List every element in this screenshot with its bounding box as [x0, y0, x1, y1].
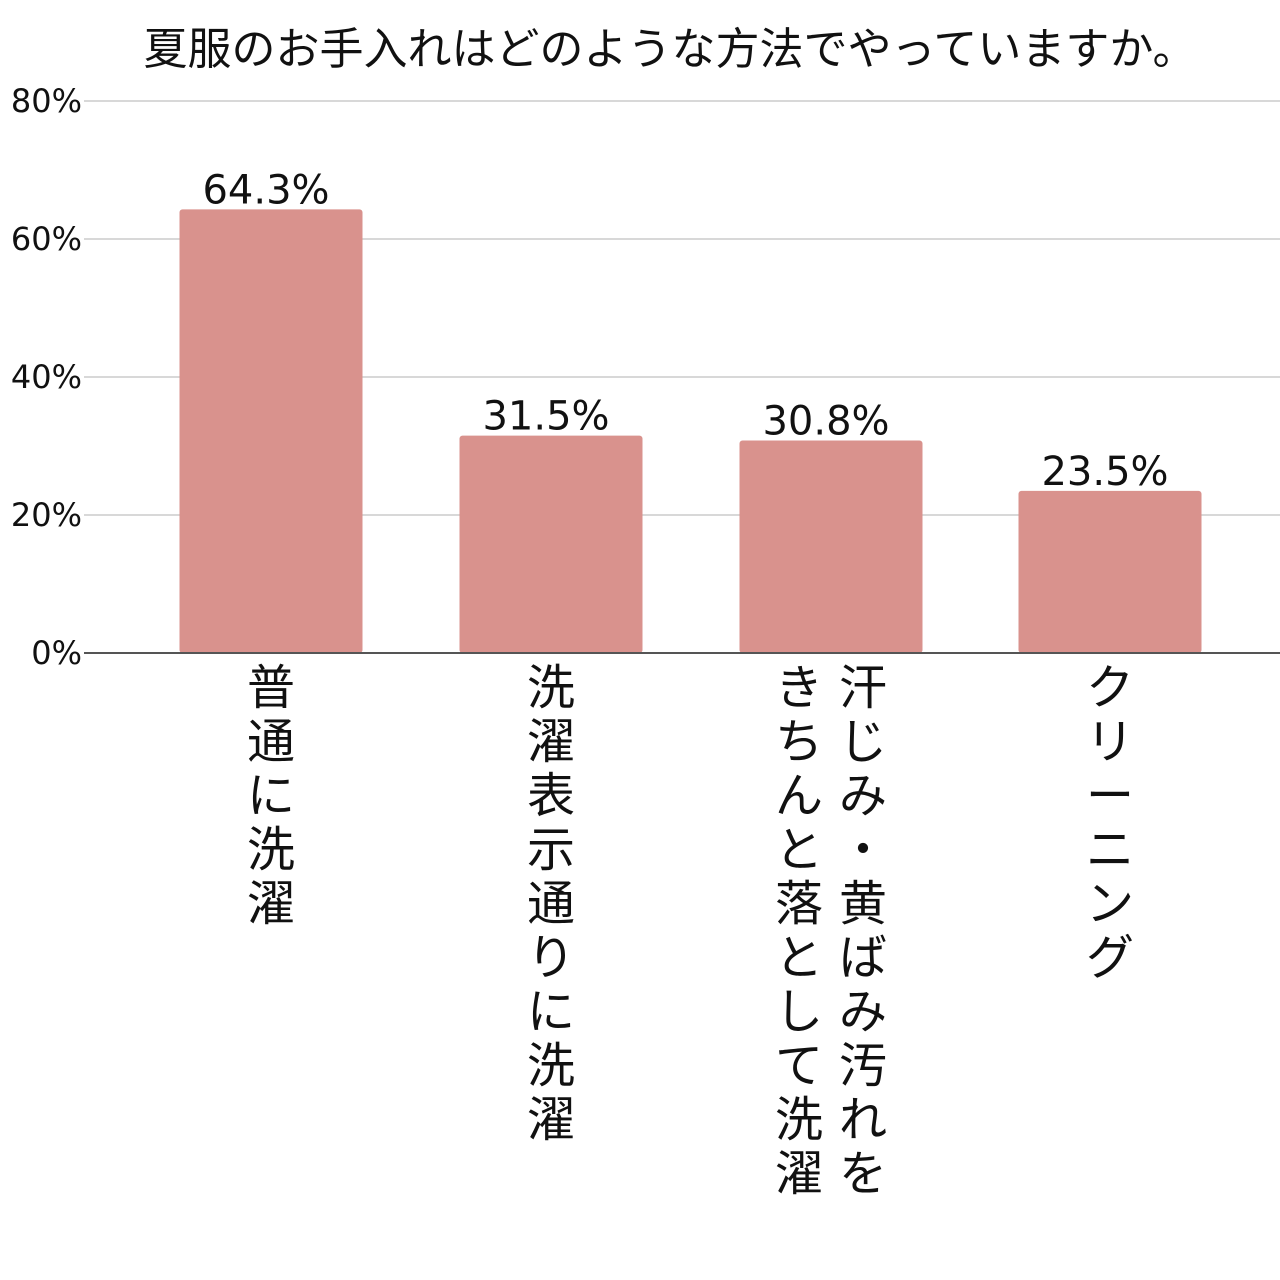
bar [739, 440, 923, 653]
y-tick-label: 0% [31, 634, 82, 672]
bar [1018, 490, 1202, 653]
y-tick-label: 80% [11, 82, 82, 120]
bar [459, 435, 643, 653]
x-tick-label: クリーニング [1086, 660, 1134, 986]
x-tick-label: きちんと落として洗濯 [775, 660, 823, 1202]
data-label: 64.3% [202, 167, 329, 213]
x-tick-label: 洗濯表示通りに洗濯 [527, 660, 575, 1148]
y-tick-label: 40% [11, 358, 82, 396]
data-label: 23.5% [1041, 449, 1168, 495]
y-tick-label: 60% [11, 220, 82, 258]
data-label: 30.8% [762, 398, 889, 444]
x-tick-label: 汗じみ・黄ばみ汚れを [839, 660, 887, 1202]
chart-title: 夏服のお手入れはどのような方法でやっていますか。 [143, 24, 1197, 75]
x-tick-label: 普通に洗濯 [247, 660, 295, 932]
y-tick-label: 20% [11, 496, 82, 534]
bar [179, 209, 363, 653]
data-label: 31.5% [482, 394, 609, 440]
